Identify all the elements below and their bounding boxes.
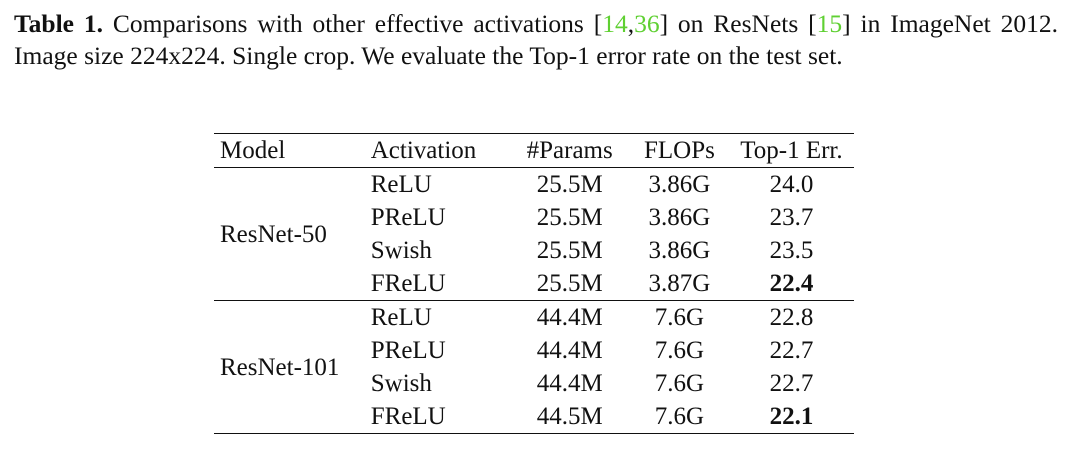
activation-cell: Swish	[370, 370, 432, 397]
header-model: Model	[220, 137, 286, 164]
activation-cell: ReLU	[370, 171, 432, 198]
caption-text-part-3: ] in ImageNet 2012. Image size 224x224. …	[14, 9, 1058, 70]
caption-label: Table 1.	[14, 9, 103, 38]
flops-cell: 3.86G	[648, 171, 711, 198]
results-table-container: Model Activation #Params FLOPs Top-1 Err…	[214, 133, 854, 434]
err-cell: 22.8	[769, 304, 814, 331]
flops-cell: 3.87G	[648, 270, 711, 297]
header-flops: FLOPs	[644, 137, 715, 164]
table-caption: Table 1. Comparisons with other effectiv…	[14, 8, 1058, 72]
err-cell: 22.7	[769, 337, 814, 364]
citation-link-14[interactable]: 14	[602, 9, 628, 38]
params-cell: 44.4M	[536, 337, 603, 364]
flops-cell: 3.86G	[648, 237, 711, 264]
header-activation: Activation	[370, 137, 477, 164]
table-header: Model Activation #Params FLOPs Top-1 Err…	[214, 133, 854, 168]
table-row: PReLU 25.5M 3.86G 23.7	[214, 201, 854, 234]
activation-cell: PReLU	[370, 204, 446, 231]
flops-cell: 7.6G	[654, 304, 705, 331]
flops-cell: 3.86G	[648, 204, 711, 231]
params-cell: 25.5M	[536, 171, 603, 198]
table-row: FReLU 25.5M 3.87G 22.4	[214, 267, 854, 301]
params-cell: 25.5M	[536, 204, 603, 231]
err-cell: 22.7	[769, 370, 814, 397]
results-table: Model Activation #Params FLOPs Top-1 Err…	[214, 133, 854, 434]
table-row: ResNet-50 ReLU 25.5M 3.86G 24.0	[214, 168, 854, 248]
citation-link-15[interactable]: 15	[816, 9, 843, 38]
params-cell: 25.5M	[536, 237, 603, 264]
model-name-resnet-50: ResNet-50	[220, 220, 327, 248]
flops-cell: 7.6G	[654, 403, 705, 430]
params-cell: 25.5M	[536, 270, 603, 297]
header-row: Model Activation #Params FLOPs Top-1 Err…	[214, 133, 854, 168]
activation-cell: FReLU	[370, 270, 446, 297]
table-row: PReLU 44.4M 7.6G 22.7	[214, 334, 854, 367]
table-row: Swish 25.5M 3.86G 23.5	[214, 234, 854, 267]
err-cell: 23.5	[769, 237, 814, 264]
flops-cell: 7.6G	[654, 370, 705, 397]
err-cell-best: 22.1	[769, 403, 814, 430]
citation-separator: ,	[627, 9, 635, 38]
table-row: FReLU 44.5M 7.6G 22.1	[214, 400, 854, 434]
err-cell-best: 22.4	[769, 270, 814, 297]
activation-cell: PReLU	[370, 337, 446, 364]
header-params: #Params	[526, 137, 613, 164]
caption-text-part-2: ] on ResNets [	[659, 9, 817, 38]
table-row: Swish 44.4M 7.6G 22.7	[214, 367, 854, 400]
header-top1-err: Top-1 Err.	[740, 137, 843, 164]
table-row: ResNet-101 ReLU 44.4M 7.6G 22.8	[214, 301, 854, 381]
params-cell: 44.4M	[536, 370, 603, 397]
err-cell: 23.7	[769, 204, 814, 231]
activation-cell: ReLU	[370, 304, 432, 331]
flops-cell: 7.6G	[654, 337, 705, 364]
caption-text-part-1: Comparisons with other effective activat…	[103, 9, 603, 38]
params-cell: 44.5M	[536, 403, 603, 430]
citation-link-36[interactable]: 36	[634, 9, 660, 38]
activation-cell: Swish	[370, 237, 432, 264]
err-cell: 24.0	[769, 171, 814, 198]
group-resnet-50: ResNet-50 ReLU 25.5M 3.86G 24.0 PReLU 25…	[214, 168, 854, 301]
activation-cell: FReLU	[370, 403, 446, 430]
group-resnet-101: ResNet-101 ReLU 44.4M 7.6G 22.8 PReLU 44…	[214, 301, 854, 434]
model-name-resnet-101: ResNet-101	[220, 353, 340, 381]
params-cell: 44.4M	[536, 304, 603, 331]
